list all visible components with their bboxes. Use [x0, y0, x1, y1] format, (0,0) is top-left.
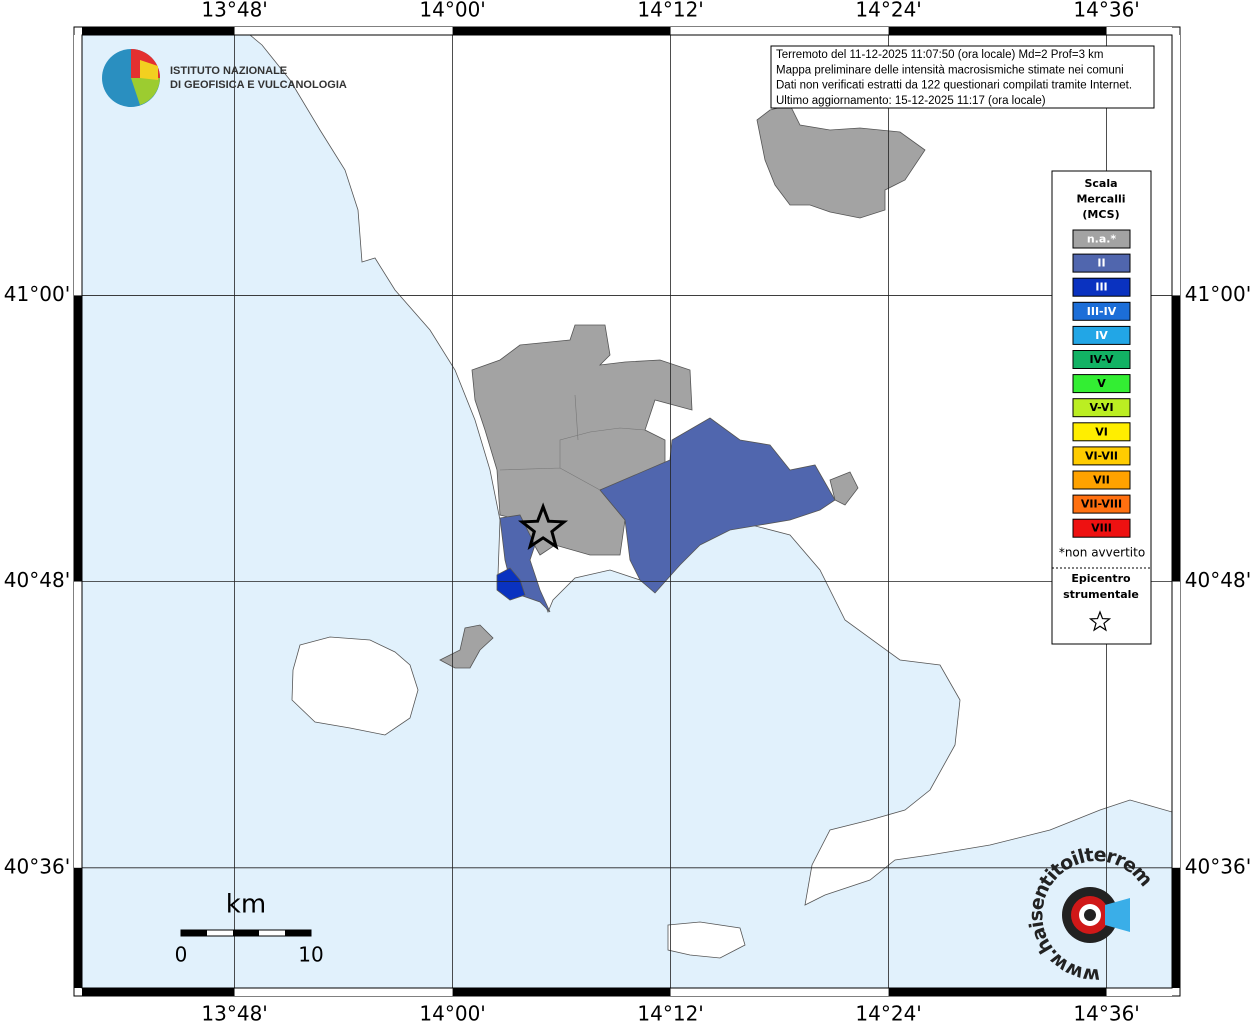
frame-bar — [1172, 295, 1180, 582]
frame-bar — [1172, 867, 1180, 988]
legend-label: VII-VIII — [1081, 498, 1122, 511]
lat-tick-label: 41°00' — [4, 282, 70, 306]
lon-tick-label: 13°48' — [201, 1002, 267, 1025]
legend-epicenter-label: Epicentro — [1071, 572, 1131, 585]
lat-tick-label: 40°36' — [4, 854, 70, 878]
lat-tick-label: 40°48' — [4, 568, 70, 592]
ingv-text: DI GEOFISICA E VULCANOLOGIA — [170, 79, 347, 91]
lon-tick-label: 14°24' — [855, 0, 921, 22]
frame-inner — [81, 34, 1173, 989]
frame-bar — [670, 988, 889, 996]
info-line: Terremoto del 11-12-2025 11:07:50 (ora l… — [776, 49, 1104, 61]
lon-tick-label: 14°36' — [1073, 0, 1139, 22]
info-line: Ultimo aggiornamento: 15-12-2025 11:17 (… — [776, 95, 1046, 107]
frame-bar — [1172, 581, 1180, 868]
legend-label: VIII — [1091, 522, 1112, 535]
info-line: Mappa preliminare delle intensità macros… — [776, 64, 1124, 76]
municipality — [496, 567, 526, 601]
lat-tick-label: 40°48' — [1185, 568, 1251, 592]
lon-tick-label: 14°12' — [637, 0, 703, 22]
municipality — [829, 471, 859, 506]
legend-title: Mercalli — [1076, 193, 1125, 206]
scale-unit: km — [226, 890, 266, 920]
frame-bar — [82, 988, 235, 996]
lon-tick-label: 14°36' — [1073, 1002, 1139, 1025]
legend-label: n.a.* — [1087, 233, 1117, 246]
legend-swatch — [1072, 301, 1131, 321]
legend-swatch — [1072, 494, 1131, 514]
lon-tick-label: 14°24' — [855, 1002, 921, 1025]
legend-swatch — [1072, 350, 1131, 369]
frame-bar — [888, 27, 1107, 35]
frame-bar — [452, 27, 671, 35]
lon-tick-label: 14°00' — [419, 0, 485, 22]
frame-bar — [82, 27, 235, 35]
frame-bar — [74, 35, 82, 296]
legend-label: III — [1095, 281, 1107, 294]
legend-swatch — [1072, 229, 1131, 249]
lon-tick-label: 14°00' — [419, 1002, 485, 1025]
legend-label: V-VI — [1089, 401, 1113, 414]
legend-label: II — [1097, 257, 1105, 270]
scale-label: 0 — [175, 943, 188, 967]
frame-bar — [74, 867, 82, 988]
frame-bar — [888, 988, 1107, 996]
municipality — [756, 104, 926, 219]
legend-swatch — [1072, 422, 1131, 442]
legend-label: VI-VII — [1085, 449, 1118, 462]
legend-swatch — [1072, 277, 1131, 297]
legend-label: IV — [1095, 329, 1108, 342]
frame-bar — [234, 27, 453, 35]
scale-label: 10 — [298, 943, 323, 967]
ischia — [291, 636, 419, 736]
legend-swatch — [1072, 470, 1131, 490]
legend-star — [1088, 610, 1112, 632]
municipality — [599, 417, 836, 594]
frame-bar — [74, 295, 82, 582]
scale-bar: km 0 10 — [175, 890, 324, 967]
legend-swatch — [1072, 374, 1131, 394]
capri — [667, 921, 746, 959]
frame-bar — [670, 27, 889, 35]
legend-note: *non avvertito — [1059, 546, 1145, 560]
legend-label: VII — [1093, 474, 1110, 487]
legend-swatch — [1072, 518, 1131, 538]
borders — [499, 394, 646, 491]
ingv-text: ISTITUTO NAZIONALE — [170, 65, 287, 77]
lat-tick-label: 41°00' — [1185, 282, 1251, 306]
legend-swatch — [1072, 253, 1131, 273]
ingv-logo: ISTITUTO NAZIONALE DI GEOFISICA E VULCAN… — [102, 49, 347, 107]
legend-label: V — [1097, 377, 1106, 390]
lon-tick-label: 14°12' — [637, 1002, 703, 1025]
lon-tick-label: 13°48' — [201, 0, 267, 22]
legend-title: Scala — [1084, 177, 1117, 190]
legend-label: III-IV — [1087, 305, 1117, 318]
info-box — [770, 45, 1155, 109]
legend-title: (MCS) — [1082, 208, 1119, 221]
frame-bar — [1106, 988, 1172, 996]
legend-swatch — [1072, 325, 1131, 345]
frame-bar — [1106, 27, 1172, 35]
frame-bar — [1172, 35, 1180, 296]
info-line: Dati non verificati estratti da 122 ques… — [776, 80, 1132, 92]
legend-label: VI — [1095, 425, 1108, 438]
frame-bar — [74, 581, 82, 868]
legend-swatch — [1072, 398, 1131, 418]
frame-bar — [452, 988, 671, 996]
frame-bar — [234, 988, 453, 996]
legend-swatch — [1072, 446, 1131, 466]
legend-label: IV-V — [1089, 353, 1114, 366]
legend-epicenter-label: strumentale — [1063, 588, 1139, 601]
epicenter — [518, 502, 569, 550]
procida — [439, 624, 494, 669]
lat-tick-label: 40°36' — [1185, 854, 1251, 878]
